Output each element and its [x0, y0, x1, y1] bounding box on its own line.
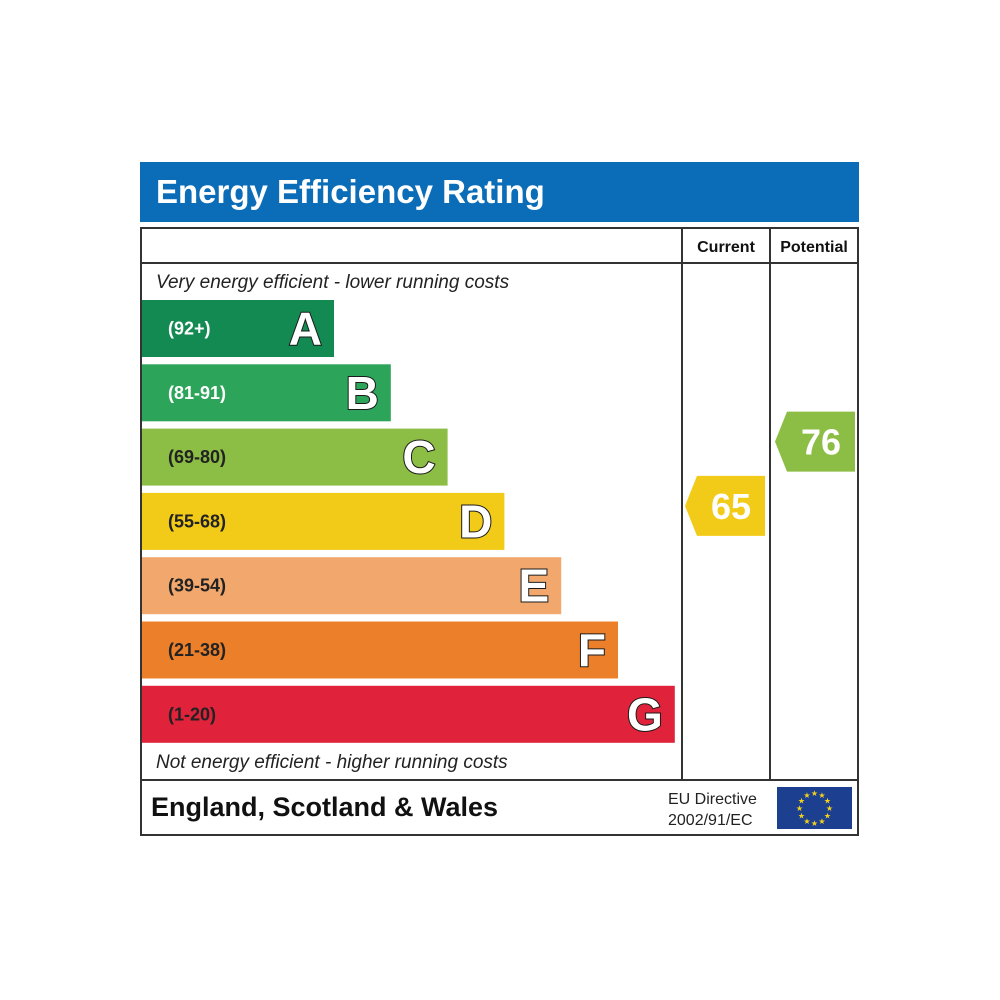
eu-flag-star-icon: ★	[826, 804, 833, 813]
band-g-letter: G	[627, 688, 663, 740]
band-f-range: (21-38)	[168, 640, 226, 660]
band-a: (92+) A	[142, 300, 334, 357]
band-d-range: (55-68)	[168, 511, 226, 531]
eu-flag-star-icon: ★	[803, 817, 810, 826]
eu-flag-star-icon: ★	[818, 791, 825, 800]
band-e: (39-54) E	[142, 557, 562, 615]
eu-flag-star-icon: ★	[818, 817, 825, 826]
bottom-note: Not energy efficient - higher running co…	[156, 752, 508, 773]
title-bar	[140, 162, 859, 222]
eu-flag-star-icon: ★	[811, 819, 818, 828]
band-b-letter: B	[346, 367, 379, 419]
band-e-bar	[142, 557, 562, 615]
band-e-letter: E	[519, 560, 550, 612]
band-b: (81-91) B	[142, 364, 391, 422]
eu-flag-icon: ★ ★★★★★★★★★★★	[777, 787, 852, 829]
eu-flag-star-icon: ★	[798, 812, 805, 821]
eu-flag-star-icon: ★	[798, 797, 805, 806]
band-g-range: (1-20)	[168, 704, 216, 724]
chart-title: Energy Efficiency Rating	[156, 173, 545, 210]
current-rating-marker: 65	[685, 475, 765, 536]
eu-flag-star-icon: ★	[824, 812, 831, 821]
band-c-bar	[142, 428, 448, 486]
top-note: Very energy efficient - lower running co…	[156, 272, 510, 293]
potential-rating-marker: 76	[775, 411, 855, 472]
potential-rating-value: 76	[801, 422, 841, 463]
band-f: (21-38) F	[142, 621, 618, 679]
band-c: (69-80) C	[142, 428, 448, 486]
band-c-letter: C	[402, 431, 435, 483]
eu-flag-star-icon: ★	[803, 791, 810, 800]
current-column-header: Current	[697, 239, 755, 256]
rating-bands: (92+) A (81-91) B (69-80) C (55-68) D (39-54) E (2…	[142, 300, 675, 743]
eu-flag-star-icon: ★	[811, 789, 818, 798]
band-f-letter: F	[578, 624, 606, 676]
region-label: England, Scotland & Wales	[151, 792, 498, 822]
directive-line-1: EU Directive	[668, 791, 757, 808]
band-c-range: (69-80)	[168, 447, 226, 467]
directive-line-2: 2002/91/EC	[668, 812, 753, 829]
band-e-range: (39-54)	[168, 576, 226, 596]
eu-flag-background	[777, 787, 852, 829]
potential-rating-arrow	[775, 411, 855, 472]
band-a-letter: A	[289, 303, 322, 355]
band-g-bar	[142, 685, 675, 743]
eu-flag-star-icon: ★	[824, 797, 831, 806]
band-b-bar	[142, 364, 391, 422]
band-a-range: (92+)	[168, 319, 211, 339]
band-d-letter: D	[459, 495, 492, 547]
band-a-bar	[142, 300, 334, 357]
band-f-bar	[142, 621, 618, 679]
band-g: (1-20) G	[142, 685, 675, 743]
current-rating-arrow	[685, 475, 765, 536]
current-rating-value: 65	[711, 486, 751, 527]
band-b-range: (81-91)	[168, 383, 226, 403]
band-d-bar	[142, 492, 505, 550]
band-d: (55-68) D	[142, 492, 505, 550]
rating-markers: 65 76	[685, 411, 855, 536]
potential-column-header: Potential	[780, 239, 848, 256]
eu-flag-star-icon: ★	[796, 804, 803, 813]
